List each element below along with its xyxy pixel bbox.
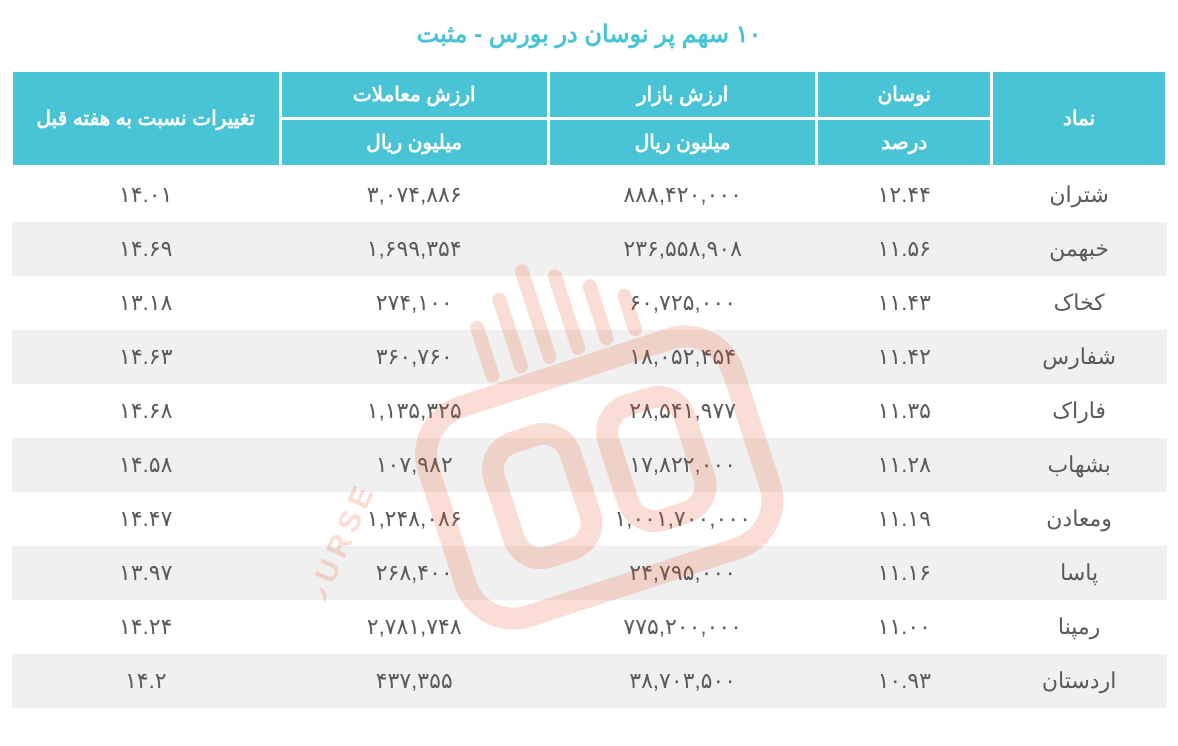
col-volatility: نوسان <box>817 71 992 119</box>
cell-volatility: ۱۱.۴۳ <box>817 276 992 330</box>
cell-volatility: ۱۱.۰۰ <box>817 600 992 654</box>
table-row: رمپنا۱۱.۰۰۷۷۵,۲۰۰,۰۰۰۲,۷۸۱,۷۴۸۱۴.۲۴ <box>12 600 1167 654</box>
table-row: شتران۱۲.۴۴۸۸۸,۴۲۰,۰۰۰۳,۰۷۴,۸۸۶۱۴.۰۱ <box>12 167 1167 223</box>
cell-trade_value: ۱۰۷,۹۸۲ <box>280 438 548 492</box>
cell-change: ۱۴.۲۴ <box>12 600 281 654</box>
cell-symbol: اردستان <box>992 654 1167 708</box>
cell-trade_value: ۲,۷۸۱,۷۴۸ <box>280 600 548 654</box>
cell-trade_value: ۴۳۷,۳۵۵ <box>280 654 548 708</box>
cell-change: ۱۴.۶۹ <box>12 222 281 276</box>
cell-market_value: ۲۸,۵۴۱,۹۷۷ <box>548 384 816 438</box>
cell-market_value: ۱۸,۰۵۲,۴۵۴ <box>548 330 816 384</box>
table-row: بشهاب۱۱.۲۸۱۷,۸۲۲,۰۰۰۱۰۷,۹۸۲۱۴.۵۸ <box>12 438 1167 492</box>
cell-change: ۱۳.۹۷ <box>12 546 281 600</box>
table-row: اردستان۱۰.۹۳۳۸,۷۰۳,۵۰۰۴۳۷,۳۵۵۱۴.۲ <box>12 654 1167 708</box>
cell-trade_value: ۱,۱۳۵,۳۲۵ <box>280 384 548 438</box>
cell-market_value: ۲۴,۷۹۵,۰۰۰ <box>548 546 816 600</box>
cell-market_value: ۲۳۶,۵۵۸,۹۰۸ <box>548 222 816 276</box>
cell-market_value: ۱۷,۸۲۲,۰۰۰ <box>548 438 816 492</box>
table-row: ومعادن۱۱.۱۹۱,۰۰۱,۷۰۰,۰۰۰۱,۲۴۸,۰۸۶۱۴.۴۷ <box>12 492 1167 546</box>
cell-change: ۱۴.۶۸ <box>12 384 281 438</box>
page-title: ۱۰ سهم پر نوسان در بورس - مثبت <box>10 20 1168 49</box>
cell-volatility: ۱۱.۲۸ <box>817 438 992 492</box>
col-market-value-sub: میلیون ریال <box>548 119 816 167</box>
cell-market_value: ۷۷۵,۲۰۰,۰۰۰ <box>548 600 816 654</box>
cell-market_value: ۳۸,۷۰۳,۵۰۰ <box>548 654 816 708</box>
cell-volatility: ۱۱.۱۹ <box>817 492 992 546</box>
cell-symbol: بشهاب <box>992 438 1167 492</box>
cell-market_value: ۶۰,۷۲۵,۰۰۰ <box>548 276 816 330</box>
cell-volatility: ۱۱.۳۵ <box>817 384 992 438</box>
cell-trade_value: ۲۷۴,۱۰۰ <box>280 276 548 330</box>
cell-symbol: ومعادن <box>992 492 1167 546</box>
col-change: تغییرات نسبت به هفته قبل <box>12 71 281 167</box>
cell-trade_value: ۱,۲۴۸,۰۸۶ <box>280 492 548 546</box>
cell-volatility: ۱۰.۹۳ <box>817 654 992 708</box>
cell-market_value: ۸۸۸,۴۲۰,۰۰۰ <box>548 167 816 223</box>
table-row: فاراک۱۱.۳۵۲۸,۵۴۱,۹۷۷۱,۱۳۵,۳۲۵۱۴.۶۸ <box>12 384 1167 438</box>
cell-change: ۱۴.۰۱ <box>12 167 281 223</box>
cell-trade_value: ۳,۰۷۴,۸۸۶ <box>280 167 548 223</box>
table-row: پاسا۱۱.۱۶۲۴,۷۹۵,۰۰۰۲۶۸,۴۰۰۱۳.۹۷ <box>12 546 1167 600</box>
cell-change: ۱۴.۶۳ <box>12 330 281 384</box>
col-trade-value: ارزش معاملات <box>280 71 548 119</box>
col-volatility-sub: درصد <box>817 119 992 167</box>
cell-symbol: شفارس <box>992 330 1167 384</box>
cell-volatility: ۱۱.۵۶ <box>817 222 992 276</box>
cell-symbol: فاراک <box>992 384 1167 438</box>
cell-symbol: شتران <box>992 167 1167 223</box>
cell-symbol: پاسا <box>992 546 1167 600</box>
col-trade-value-sub: میلیون ریال <box>280 119 548 167</box>
cell-market_value: ۱,۰۰۱,۷۰۰,۰۰۰ <box>548 492 816 546</box>
cell-trade_value: ۱,۶۹۹,۳۵۴ <box>280 222 548 276</box>
cell-trade_value: ۳۶۰,۷۶۰ <box>280 330 548 384</box>
cell-trade_value: ۲۶۸,۴۰۰ <box>280 546 548 600</box>
table-row: کخاک۱۱.۴۳۶۰,۷۲۵,۰۰۰۲۷۴,۱۰۰۱۳.۱۸ <box>12 276 1167 330</box>
cell-change: ۱۴.۵۸ <box>12 438 281 492</box>
cell-symbol: خبهمن <box>992 222 1167 276</box>
cell-volatility: ۱۱.۱۶ <box>817 546 992 600</box>
volatility-table: نماد نوسان ارزش بازار ارزش معاملات تغییر… <box>10 69 1168 708</box>
cell-change: ۱۴.۴۷ <box>12 492 281 546</box>
table-row: شفارس۱۱.۴۲۱۸,۰۵۲,۴۵۴۳۶۰,۷۶۰۱۴.۶۳ <box>12 330 1167 384</box>
col-market-value: ارزش بازار <box>548 71 816 119</box>
cell-volatility: ۱۱.۴۲ <box>817 330 992 384</box>
table-row: خبهمن۱۱.۵۶۲۳۶,۵۵۸,۹۰۸۱,۶۹۹,۳۵۴۱۴.۶۹ <box>12 222 1167 276</box>
cell-symbol: کخاک <box>992 276 1167 330</box>
cell-change: ۱۳.۱۸ <box>12 276 281 330</box>
table-wrapper: SEDAYE BOURSE نماد نوسان ارزش بازار ارزش… <box>10 69 1168 708</box>
cell-volatility: ۱۲.۴۴ <box>817 167 992 223</box>
cell-change: ۱۴.۲ <box>12 654 281 708</box>
cell-symbol: رمپنا <box>992 600 1167 654</box>
col-symbol: نماد <box>992 71 1167 167</box>
